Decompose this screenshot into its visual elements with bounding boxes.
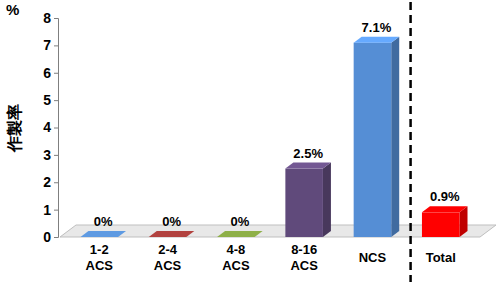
- x-tick-label: 2-4ACS: [154, 242, 182, 273]
- y-axis-line: [54, 19, 59, 238]
- bar-group: [80, 231, 126, 237]
- y-tick-label: 5: [43, 92, 51, 108]
- x-tick-label: NCS: [359, 250, 387, 265]
- bar-top: [217, 231, 263, 237]
- bar: [422, 212, 460, 237]
- bar-group: [285, 163, 331, 237]
- separator: [409, 2, 412, 282]
- y-tick: 6: [43, 65, 58, 81]
- y-tick: 0: [43, 229, 58, 245]
- bar: [285, 169, 323, 237]
- chart-container: 0 1 2 3 4 5 6 7 8 0% 0% 0% 2.5% 7.1% 0.9% 1-2ACS 2-4ACS 4…: [0, 0, 500, 282]
- x-tick-label: 1-2ACS: [86, 242, 114, 273]
- y-tick: 7: [43, 37, 58, 53]
- data-label: 7.1%: [362, 20, 392, 35]
- y-tick-mark: [54, 210, 58, 211]
- y-tick-mark: [54, 128, 58, 129]
- y-tick: 1: [43, 202, 58, 218]
- bar: [354, 43, 392, 237]
- y-tick-mark: [54, 155, 58, 156]
- y-tick-mark: [54, 73, 58, 74]
- bar-top: [149, 231, 195, 237]
- y-tick-mark: [54, 18, 58, 19]
- y-tick-label: 7: [43, 37, 51, 53]
- y-tick: 2: [43, 174, 58, 190]
- y-tick-mark: [54, 182, 58, 183]
- bar-side: [323, 163, 331, 237]
- bar-top: [354, 37, 400, 43]
- y-tick-label: 0: [43, 229, 51, 245]
- bar-top: [285, 163, 331, 169]
- y-tick-label: 6: [43, 65, 51, 81]
- y-tick-mark: [54, 237, 58, 238]
- bar-group: [217, 231, 263, 237]
- bar-group: [354, 37, 400, 237]
- y-tick-label: 8: [43, 10, 51, 26]
- y-tick: 5: [43, 92, 58, 108]
- y-tick-label: 4: [43, 119, 51, 135]
- y-tick-label: 2: [43, 174, 51, 190]
- y-tick-label: 1: [43, 202, 51, 218]
- y-tick-mark: [54, 45, 58, 46]
- x-tick-label: Total: [426, 250, 456, 265]
- data-label: 0%: [230, 214, 249, 229]
- data-label: 0.9%: [430, 189, 460, 204]
- y-axis-title: 作製率: [5, 104, 24, 153]
- bar-group: [149, 231, 195, 237]
- chart: 0 1 2 3 4 5 6 7 8 0% 0% 0% 2.5% 7.1% 0.9% 1-2ACS 2-4ACS 4…: [0, 0, 500, 282]
- y-axis: 0 1 2 3 4 5 6 7 8: [43, 10, 58, 245]
- data-label: 0%: [162, 214, 181, 229]
- bar-top: [422, 206, 468, 212]
- x-tick-label: 4-8ACS: [222, 242, 250, 273]
- data-label: 0%: [94, 214, 113, 229]
- y-tick-label: 3: [43, 147, 51, 163]
- y-tick: 3: [43, 147, 58, 163]
- y-tick: 4: [43, 119, 58, 135]
- bar-group: [422, 206, 468, 237]
- y-tick: 8: [43, 10, 58, 26]
- bar-side: [391, 37, 399, 237]
- bar-top: [80, 231, 126, 237]
- y-axis-unit: %: [6, 1, 19, 18]
- data-label: 2.5%: [293, 146, 323, 161]
- x-tick-label: 8-16ACS: [290, 242, 318, 273]
- y-tick-mark: [54, 100, 58, 101]
